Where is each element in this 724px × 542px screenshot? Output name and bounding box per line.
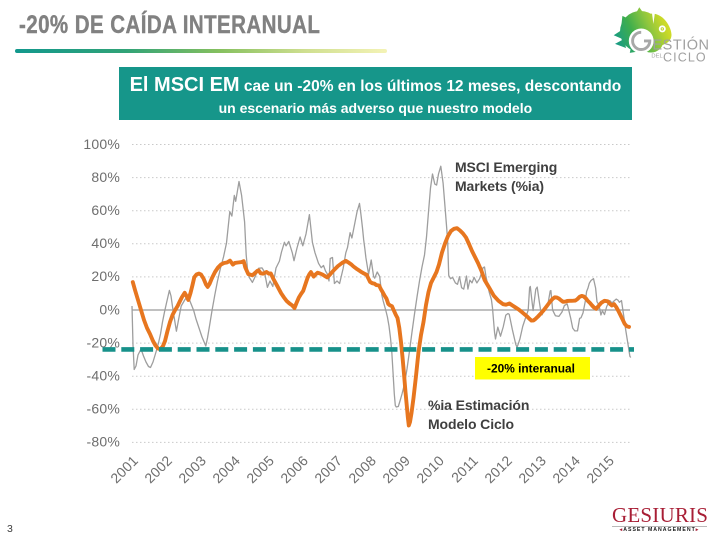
svg-text:80%: 80%	[91, 169, 120, 185]
svg-text:-80%: -80%	[87, 434, 120, 450]
svg-text:MSCI Emerging: MSCI Emerging	[455, 159, 557, 175]
svg-text:2006: 2006	[277, 452, 311, 486]
svg-text:2012: 2012	[481, 452, 515, 486]
svg-text:2001: 2001	[107, 452, 141, 486]
svg-text:0%: 0%	[99, 302, 120, 318]
svg-text:Markets (%ia): Markets (%ia)	[455, 178, 544, 194]
svg-text:%ia Estimación: %ia Estimación	[428, 397, 529, 413]
svg-text:60%: 60%	[91, 202, 120, 218]
svg-text:2010: 2010	[413, 452, 447, 486]
svg-text:2015: 2015	[583, 452, 617, 486]
svg-text:-20%: -20%	[87, 335, 120, 351]
svg-text:2005: 2005	[243, 452, 277, 486]
svg-text:-40%: -40%	[87, 368, 120, 384]
svg-text:2004: 2004	[209, 452, 243, 486]
svg-text:-20% interanual: -20% interanual	[487, 362, 575, 376]
svg-text:2002: 2002	[141, 452, 175, 486]
svg-text:40%: 40%	[91, 235, 120, 251]
svg-text:-60%: -60%	[87, 401, 120, 417]
svg-text:2014: 2014	[549, 452, 583, 486]
svg-text:DEL: DEL	[651, 53, 663, 59]
svg-text:Modelo Ciclo: Modelo Ciclo	[428, 416, 514, 432]
svg-text:2008: 2008	[345, 452, 379, 486]
svg-text:100%: 100%	[83, 136, 120, 152]
svg-text:2009: 2009	[379, 452, 413, 486]
svg-text:2007: 2007	[311, 452, 345, 486]
svg-text:2011: 2011	[448, 452, 481, 485]
svg-text:CICLO: CICLO	[663, 51, 707, 65]
svg-text:2013: 2013	[515, 452, 549, 486]
svg-text:20%: 20%	[91, 268, 120, 284]
svg-text:2003: 2003	[175, 452, 209, 486]
svg-text:ESTIÓN: ESTIÓN	[653, 37, 710, 54]
